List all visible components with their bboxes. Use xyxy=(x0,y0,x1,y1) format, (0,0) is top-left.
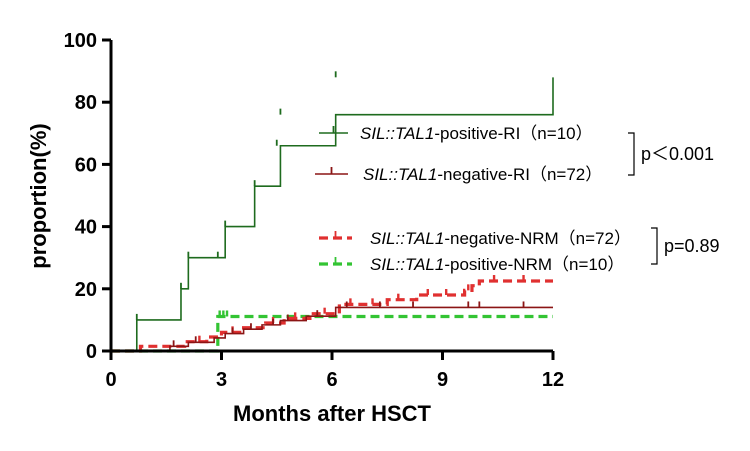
legend-item-neg_ri: SIL::TAL1-negative-RI（n=72） xyxy=(315,165,602,184)
legend: SIL::TAL1-positive-RI（n=10）SIL::TAL1-neg… xyxy=(315,124,631,274)
y-tick-label: 100 xyxy=(64,30,97,52)
bracket-nrm xyxy=(651,227,658,265)
x-tick-label: 9 xyxy=(437,369,448,391)
series-line-pos_ri xyxy=(111,77,554,352)
p-value-ri: p＜0.001 xyxy=(641,144,714,164)
y-axis-title: proportion(%) xyxy=(26,123,51,268)
legend-item-pos_ri: SIL::TAL1-positive-RI（n=10） xyxy=(319,124,593,143)
legend-label-pos_ri: SIL::TAL1-positive-RI（n=10） xyxy=(360,124,593,143)
series-neg_nrm xyxy=(111,275,553,353)
y-tick-label: 80 xyxy=(75,92,97,114)
x-tick-label: 3 xyxy=(216,369,227,391)
x-tick-label: 6 xyxy=(326,369,337,391)
bracket-ri xyxy=(628,132,635,176)
y-ticks: 0 20 40 60 80 100 xyxy=(64,30,111,363)
x-tick-label: 12 xyxy=(542,369,564,391)
legend-item-neg_nrm: SIL::TAL1-negative-NRM（n=72） xyxy=(319,229,631,248)
y-tick-label: 20 xyxy=(75,279,97,301)
series-line-pos_nrm xyxy=(111,314,553,353)
legend-group-label: -negative-RI（n=72） xyxy=(437,165,602,184)
p-value-brackets: p＜0.001 p=0.89 xyxy=(628,132,720,265)
x-tick-label: 0 xyxy=(105,369,116,391)
series-pos_ri xyxy=(111,71,554,352)
x-axis-title: Months after HSCT xyxy=(233,401,432,426)
series-neg_ri xyxy=(111,301,553,352)
legend-group-label: -positive-NRM（n=10） xyxy=(444,255,624,274)
legend-gene-name: SIL::TAL1 xyxy=(370,229,444,248)
series-layer xyxy=(111,71,554,353)
legend-group-label: -negative-NRM（n=72） xyxy=(444,229,631,248)
legend-gene-name: SIL::TAL1 xyxy=(360,124,434,143)
series-pos_nrm xyxy=(111,310,553,353)
legend-label-neg_ri: SIL::TAL1-negative-RI（n=72） xyxy=(363,165,602,184)
y-tick-label: 60 xyxy=(75,154,97,176)
y-tick-label: 0 xyxy=(86,341,97,363)
legend-label-neg_nrm: SIL::TAL1-negative-NRM（n=72） xyxy=(370,229,631,248)
legend-item-pos_nrm: SIL::TAL1-positive-NRM（n=10） xyxy=(319,255,624,274)
legend-label-pos_nrm: SIL::TAL1-positive-NRM（n=10） xyxy=(370,255,624,274)
axes-layer: 0 3 6 9 12 0 20 40 60 80 100 Months after HSCT pr… xyxy=(26,30,564,426)
legend-gene-name: SIL::TAL1 xyxy=(370,255,444,274)
series-line-neg_ri xyxy=(111,306,553,352)
y-tick-label: 40 xyxy=(75,217,97,239)
legend-gene-name: SIL::TAL1 xyxy=(363,165,437,184)
p-value-nrm: p=0.89 xyxy=(664,236,720,256)
x-ticks: 0 3 6 9 12 xyxy=(105,351,564,391)
legend-group-label: -positive-RI（n=10） xyxy=(434,124,592,143)
